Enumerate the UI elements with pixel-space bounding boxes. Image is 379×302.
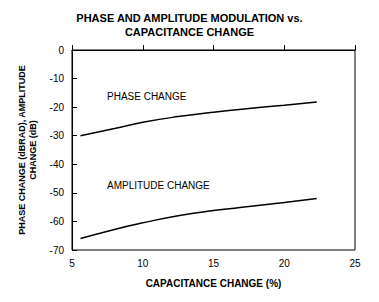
svg-text:-40: -40 <box>50 159 65 170</box>
svg-text:-20: -20 <box>50 102 65 113</box>
svg-text:CAPACITANCE CHANGE: CAPACITANCE CHANGE <box>125 26 254 38</box>
svg-text:-70: -70 <box>50 245 65 256</box>
svg-text:-60: -60 <box>50 216 65 227</box>
svg-text:20: 20 <box>279 258 291 269</box>
svg-text:-30: -30 <box>50 130 65 141</box>
svg-text:CHANGE (dB): CHANGE (dB) <box>28 120 38 180</box>
svg-text:0: 0 <box>58 45 64 56</box>
svg-text:-10: -10 <box>50 73 65 84</box>
svg-text:10: 10 <box>137 258 149 269</box>
svg-text:-50: -50 <box>50 187 65 198</box>
svg-text:PHASE AND AMPLITUDE MODULATION: PHASE AND AMPLITUDE MODULATION vs. <box>76 12 302 24</box>
svg-text:AMPLITUDE CHANGE: AMPLITUDE CHANGE <box>107 180 210 191</box>
svg-text:15: 15 <box>208 258 220 269</box>
svg-text:25: 25 <box>349 258 361 269</box>
svg-text:PHASE CHANGE (dBRAD), AMPLITUD: PHASE CHANGE (dBRAD), AMPLITUDE <box>17 65 27 235</box>
svg-text:CAPACITANCE CHANGE (%): CAPACITANCE CHANGE (%) <box>146 278 282 289</box>
svg-text:5: 5 <box>69 258 75 269</box>
svg-text:PHASE CHANGE: PHASE CHANGE <box>107 91 187 102</box>
